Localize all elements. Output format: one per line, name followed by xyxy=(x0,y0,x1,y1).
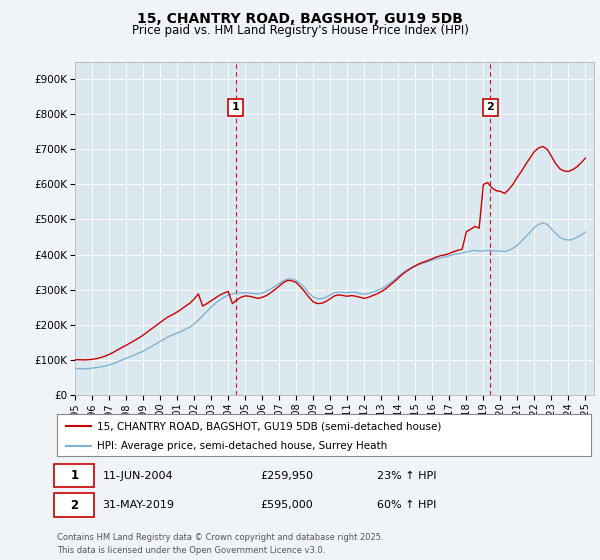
Text: 2: 2 xyxy=(487,102,494,112)
Text: 31-MAY-2019: 31-MAY-2019 xyxy=(103,500,175,510)
Text: 60% ↑ HPI: 60% ↑ HPI xyxy=(377,500,437,510)
Text: 11-JUN-2004: 11-JUN-2004 xyxy=(103,470,173,480)
FancyBboxPatch shape xyxy=(55,464,94,487)
Text: £595,000: £595,000 xyxy=(260,500,313,510)
Text: 1: 1 xyxy=(70,469,79,482)
Text: HPI: Average price, semi-detached house, Surrey Heath: HPI: Average price, semi-detached house,… xyxy=(97,441,388,451)
FancyBboxPatch shape xyxy=(55,493,94,517)
Text: Price paid vs. HM Land Registry's House Price Index (HPI): Price paid vs. HM Land Registry's House … xyxy=(131,24,469,36)
Text: Contains HM Land Registry data © Crown copyright and database right 2025.
This d: Contains HM Land Registry data © Crown c… xyxy=(57,533,383,554)
Text: £259,950: £259,950 xyxy=(260,470,313,480)
Text: 1: 1 xyxy=(232,102,239,112)
Text: 15, CHANTRY ROAD, BAGSHOT, GU19 5DB (semi-detached house): 15, CHANTRY ROAD, BAGSHOT, GU19 5DB (sem… xyxy=(97,421,442,431)
Text: 2: 2 xyxy=(70,498,79,512)
Text: 23% ↑ HPI: 23% ↑ HPI xyxy=(377,470,437,480)
Text: 15, CHANTRY ROAD, BAGSHOT, GU19 5DB: 15, CHANTRY ROAD, BAGSHOT, GU19 5DB xyxy=(137,12,463,26)
